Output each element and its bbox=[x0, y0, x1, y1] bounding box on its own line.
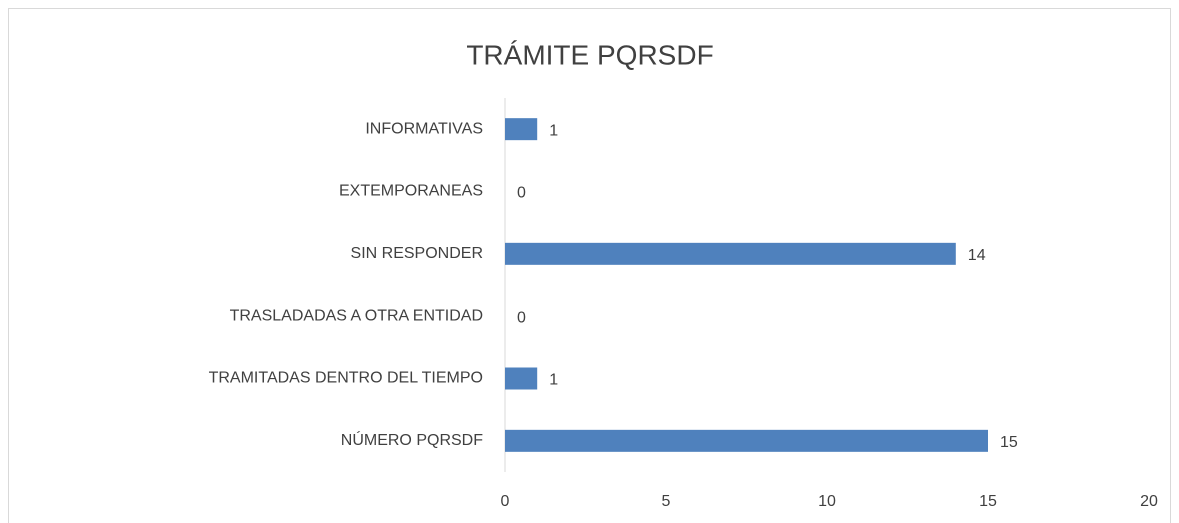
bar bbox=[505, 242, 956, 265]
bar bbox=[505, 429, 988, 452]
x-tick-label: 0 bbox=[501, 493, 510, 510]
y-tick-label: SIN RESPONDER bbox=[351, 245, 483, 262]
chart-title: TRÁMITE PQRSDF bbox=[466, 39, 713, 70]
y-tick-label: INFORMATIVAS bbox=[365, 120, 483, 137]
x-tick-label: 5 bbox=[662, 493, 671, 510]
data-label: 15 bbox=[1000, 434, 1018, 451]
x-tick-label: 10 bbox=[818, 493, 836, 510]
y-tick-label: TRAMITADAS DENTRO DEL TIEMPO bbox=[209, 370, 483, 387]
y-tick-label: EXTEMPORANEAS bbox=[339, 183, 483, 200]
bar bbox=[505, 367, 538, 390]
x-tick-label: 15 bbox=[979, 493, 997, 510]
data-label: 1 bbox=[549, 122, 558, 139]
bar bbox=[505, 118, 538, 141]
data-label: 14 bbox=[968, 247, 986, 264]
data-label: 0 bbox=[517, 309, 526, 326]
y-tick-label: TRASLADADAS A OTRA ENTIDAD bbox=[230, 307, 483, 324]
y-tick-label: NÚMERO PQRSDF bbox=[341, 430, 483, 449]
x-tick-label: 20 bbox=[1140, 493, 1158, 510]
data-label: 0 bbox=[517, 185, 526, 202]
data-label: 1 bbox=[549, 372, 558, 389]
